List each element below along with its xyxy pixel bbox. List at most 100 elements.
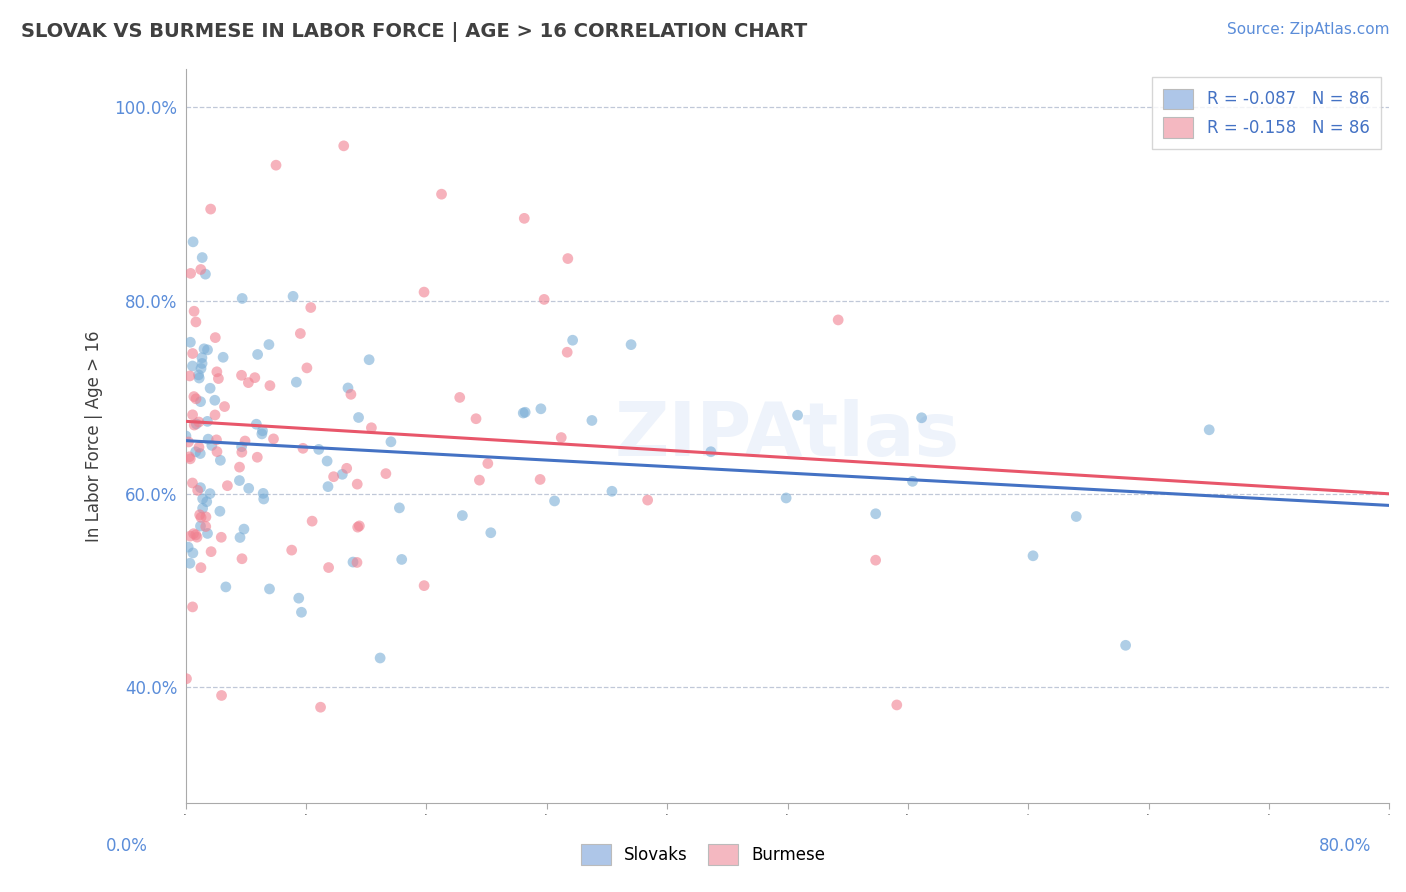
- Point: [217, 478, 239, 492]
- Point: [214, 400, 236, 414]
- Point: [245, 417, 267, 432]
- Point: [181, 408, 204, 422]
- Point: [1064, 509, 1087, 524]
- Point: [246, 450, 269, 465]
- Point: [201, 438, 224, 452]
- Point: [340, 387, 363, 401]
- Point: [184, 528, 207, 542]
- Point: [190, 361, 212, 376]
- Point: [191, 351, 214, 365]
- Point: [910, 410, 932, 425]
- Point: [181, 235, 204, 249]
- Point: [215, 580, 238, 594]
- Point: [179, 529, 201, 543]
- Point: [186, 417, 208, 431]
- Point: [465, 411, 488, 425]
- Point: [208, 504, 231, 518]
- Point: [197, 414, 219, 428]
- Point: [322, 469, 344, 483]
- Point: [174, 429, 197, 443]
- Point: [374, 467, 396, 481]
- Point: [901, 475, 924, 489]
- Point: [786, 409, 808, 423]
- Point: [330, 467, 353, 482]
- Point: [557, 252, 579, 266]
- Point: [228, 474, 250, 488]
- Point: [581, 413, 603, 427]
- Point: [252, 424, 274, 438]
- Point: [233, 434, 256, 448]
- Point: [1022, 549, 1045, 563]
- Point: [187, 368, 209, 382]
- Point: [181, 546, 204, 560]
- Point: [337, 381, 360, 395]
- Point: [243, 370, 266, 384]
- Point: [188, 508, 211, 522]
- Text: 80.0%: 80.0%: [1319, 837, 1371, 855]
- Point: [177, 540, 200, 554]
- Point: [181, 599, 204, 614]
- Point: [451, 508, 474, 523]
- Point: [413, 579, 436, 593]
- Point: [865, 507, 887, 521]
- Point: [309, 700, 332, 714]
- Point: [211, 689, 233, 703]
- Point: [264, 158, 287, 172]
- Text: Source: ZipAtlas.com: Source: ZipAtlas.com: [1226, 22, 1389, 37]
- Point: [188, 446, 211, 460]
- Point: [413, 285, 436, 299]
- Point: [228, 460, 250, 475]
- Point: [550, 431, 572, 445]
- Point: [512, 406, 534, 420]
- Point: [543, 494, 565, 508]
- Point: [205, 433, 228, 447]
- Point: [183, 390, 205, 404]
- Point: [176, 672, 198, 686]
- Point: [188, 371, 211, 385]
- Point: [186, 530, 208, 544]
- Point: [181, 346, 204, 360]
- Point: [346, 520, 368, 534]
- Point: [430, 187, 453, 202]
- Point: [477, 457, 499, 471]
- Point: [191, 356, 214, 370]
- Point: [190, 394, 212, 409]
- Point: [194, 519, 217, 533]
- Point: [515, 405, 537, 419]
- Point: [183, 526, 205, 541]
- Point: [190, 481, 212, 495]
- Point: [865, 553, 887, 567]
- Point: [204, 330, 226, 344]
- Point: [231, 368, 253, 383]
- Point: [533, 293, 555, 307]
- Point: [238, 481, 260, 495]
- Point: [200, 202, 222, 216]
- Point: [349, 519, 371, 533]
- Point: [231, 292, 253, 306]
- Point: [299, 301, 322, 315]
- Point: [238, 376, 260, 390]
- Point: [205, 444, 228, 458]
- Point: [200, 544, 222, 558]
- Point: [513, 211, 536, 226]
- Point: [179, 368, 201, 383]
- Point: [184, 392, 207, 406]
- Point: [281, 289, 304, 303]
- Y-axis label: In Labor Force | Age > 16: In Labor Force | Age > 16: [86, 330, 103, 541]
- Point: [253, 491, 276, 506]
- Point: [183, 418, 205, 433]
- Point: [209, 453, 232, 467]
- Point: [190, 560, 212, 574]
- Point: [231, 551, 253, 566]
- Point: [183, 304, 205, 318]
- Point: [204, 408, 226, 422]
- Point: [179, 335, 201, 350]
- Point: [197, 343, 219, 357]
- Point: [263, 432, 285, 446]
- Legend: Slovaks, Burmese: Slovaks, Burmese: [572, 836, 834, 873]
- Point: [190, 262, 212, 277]
- Point: [391, 552, 413, 566]
- Point: [191, 491, 214, 506]
- Point: [259, 378, 281, 392]
- Point: [259, 582, 281, 596]
